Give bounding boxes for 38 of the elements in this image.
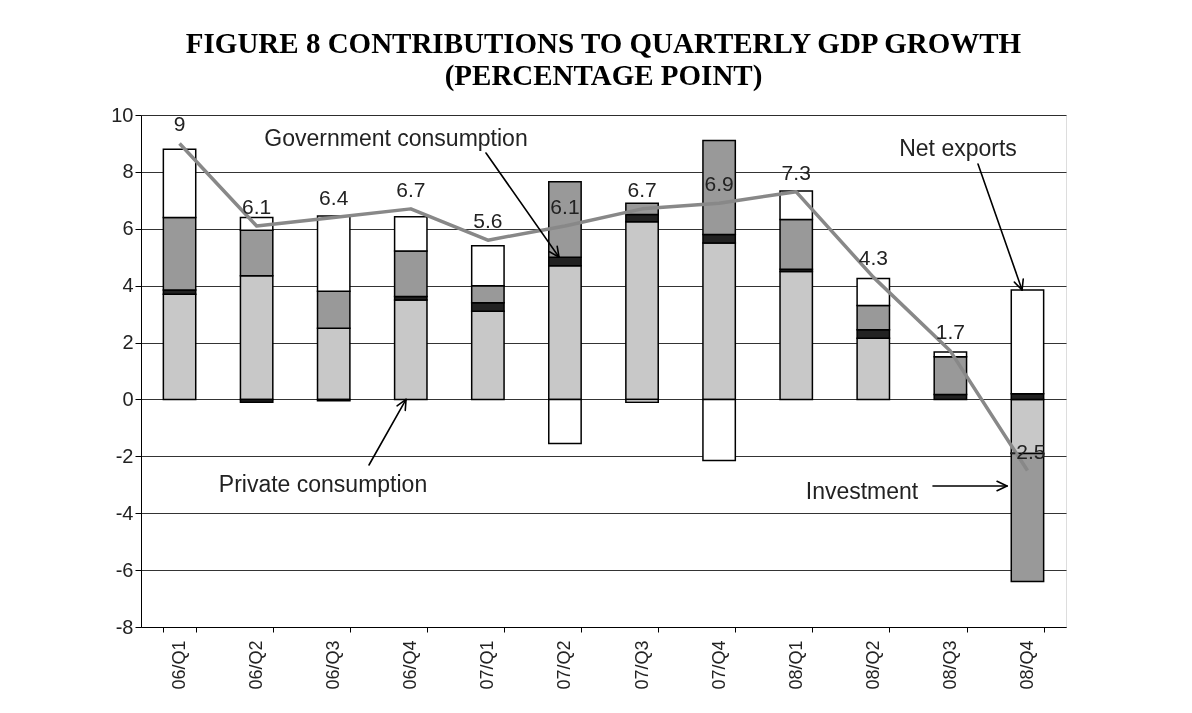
y-tick-label: 2 bbox=[122, 331, 134, 354]
data-label: 5.6 bbox=[473, 209, 503, 233]
data-label: 1.7 bbox=[935, 320, 965, 344]
chart-title: FIGURE 8 CONTRIBUTIONS TO QUARTERLY GDP GROWTH bbox=[185, 27, 1022, 59]
annotation: Government consumption bbox=[264, 125, 528, 151]
x-tick-label: 08/Q3 bbox=[939, 640, 960, 690]
y-tick-label: -8 bbox=[115, 615, 134, 638]
x-tick-label: 06/Q2 bbox=[246, 640, 267, 690]
annotation: Net exports bbox=[899, 135, 1017, 161]
y-tick-label: 4 bbox=[122, 274, 134, 297]
x-tick-label: 08/Q4 bbox=[1016, 640, 1037, 690]
x-tick-label: 06/Q4 bbox=[400, 640, 421, 690]
data-label: 6.7 bbox=[627, 177, 657, 201]
x-tick-label: 08/Q2 bbox=[862, 640, 883, 690]
data-label: 9 bbox=[173, 112, 186, 136]
data-label: 6.9 bbox=[704, 172, 734, 196]
x-tick-label: 08/Q1 bbox=[785, 640, 806, 690]
x-tick-label: 07/Q1 bbox=[477, 640, 498, 690]
data-label: 4.3 bbox=[858, 246, 888, 270]
annotation: Investment bbox=[805, 478, 919, 504]
data-label: 6.4 bbox=[319, 186, 349, 210]
data-label: 6.1 bbox=[550, 194, 580, 218]
y-tick-label: 6 bbox=[122, 217, 134, 240]
chart-subtitle: (PERCENTAGE POINT) bbox=[444, 59, 763, 92]
data-label: 6.1 bbox=[242, 194, 272, 218]
y-tick-label: -2 bbox=[115, 444, 134, 467]
data-label: 6.7 bbox=[396, 177, 426, 201]
annotation: Private consumption bbox=[218, 471, 428, 497]
y-tick-label: 0 bbox=[122, 387, 134, 410]
x-tick-label: 07/Q3 bbox=[631, 640, 652, 690]
y-tick-label: -4 bbox=[115, 501, 134, 524]
x-tick-label: 07/Q4 bbox=[708, 640, 729, 690]
y-tick-label: -6 bbox=[115, 558, 134, 581]
y-tick-label: 8 bbox=[122, 160, 134, 183]
x-tick-label: 07/Q2 bbox=[554, 640, 575, 690]
x-tick-label: 06/Q1 bbox=[169, 640, 190, 690]
y-tick-label: 10 bbox=[111, 103, 134, 126]
x-tick-label: 06/Q3 bbox=[323, 640, 344, 690]
